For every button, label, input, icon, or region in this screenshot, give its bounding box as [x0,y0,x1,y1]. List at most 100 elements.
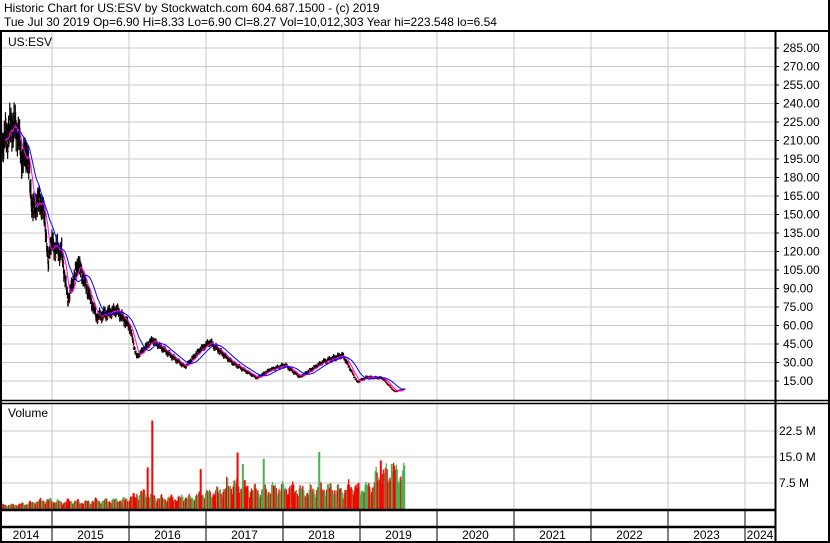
volume-bar [368,482,370,509]
volume-bar [132,492,134,509]
volume-bar [158,498,160,509]
volume-bar [347,484,349,509]
volume-bar [93,502,95,509]
volume-bar [60,501,62,509]
volume-bar [245,487,247,509]
volume-bar [88,501,90,509]
volume-bar [359,494,362,509]
volume-bar [326,489,328,509]
volume-bar [197,493,199,509]
volume-bar [16,505,18,509]
volume-bar [205,492,207,509]
volume-bar [8,504,11,509]
price-tick-label: 240.00 [783,97,820,111]
volume-bar [168,496,170,509]
volume-bar [74,500,77,509]
volume-bar [101,501,103,509]
volume-bar [160,494,162,509]
volume-bar [7,505,10,509]
volume-bar [353,490,355,509]
volume-axis: 22.5 M 15.0 M 7.5 M [779,424,816,490]
volume-bar [392,462,395,509]
volume-bar [178,495,180,509]
volume-bar [194,496,197,509]
volume-bar [3,504,5,509]
volume-bar [257,490,259,509]
volume-bar [307,494,309,509]
volume-bar [150,493,152,509]
volume-bar [2,503,4,509]
volume-bar [385,463,387,509]
volume-bar [27,504,29,509]
volume-bar [239,489,242,509]
volume-bar [81,502,83,509]
volume-bar [293,484,295,509]
volume-bar [72,504,74,509]
volume-bar [332,494,334,509]
volume-bar [203,496,205,509]
volume-bar [204,498,206,509]
volume-bar [155,502,157,509]
volume-bar [211,497,213,509]
volume-bar [369,486,371,509]
volume-bar [398,482,400,509]
year-tick-label: 2023 [693,528,720,542]
volume-bar [184,497,187,509]
volume-bar [236,452,239,509]
volume-bar [243,480,245,509]
volume-bar [246,485,248,509]
volume-bar [73,503,75,509]
volume-bar [46,499,48,509]
price-tick-label: 285.00 [783,41,820,55]
volume-bar [129,496,132,509]
volume-bar [110,503,112,509]
volume-bar [19,503,22,509]
volume-bar [141,492,144,509]
volume-bar [276,495,278,509]
volume-bar [224,489,226,509]
volume-bar [247,485,249,509]
volume-bar [199,469,202,509]
volume-bar [64,502,67,509]
volume-bar [31,502,34,509]
volume-bar [403,462,405,509]
volume-bar [300,486,302,509]
volume-bar [156,499,158,509]
price-tick-label: 180.00 [783,171,820,185]
volume-bar [153,495,155,509]
volume-bar [244,479,246,509]
volume-bar [219,489,221,509]
volume-bar [218,490,221,509]
volume-bar [290,487,292,509]
volume-bar [370,491,373,509]
volume-bar [177,497,179,509]
volume-bar [48,500,50,509]
volume-bar [364,484,366,509]
volume-label: Volume [8,406,48,420]
volume-bar [315,490,318,509]
volume-bar [85,501,88,509]
volume-bar [282,480,284,509]
volume-bar [133,493,135,509]
volume-bar [130,497,133,509]
volume-bar [194,499,196,509]
volume-bar [4,504,6,509]
volume-bar [179,497,181,509]
volume-bar [75,501,78,509]
volume-bar [336,490,338,509]
volume-bar [44,503,46,509]
volume-bar [20,503,23,509]
volume-bar [62,505,64,509]
volume-bar [24,505,26,509]
volume-bar [361,490,364,509]
year-tick-label: 2020 [462,528,489,542]
volume-bar [350,487,353,509]
volume-bar [119,500,122,509]
volume-bar [174,499,177,509]
volume-bar [165,502,167,509]
volume-bar [33,502,35,509]
volume-bar [148,496,150,509]
volume-bar [238,486,240,509]
volume-bar [80,502,82,509]
